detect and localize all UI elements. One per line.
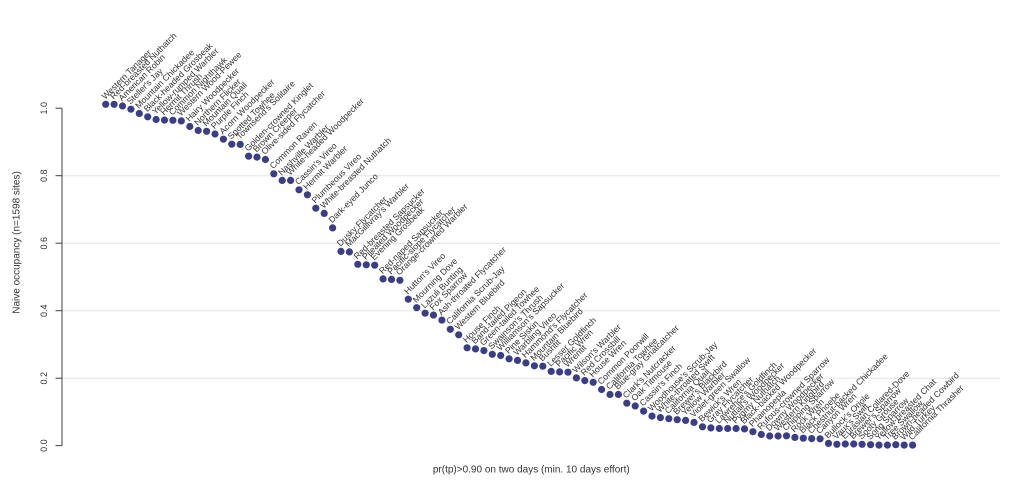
svg-text:Naive occupancy (n=1598 sites): Naive occupancy (n=1598 sites) <box>12 171 23 314</box>
svg-text:0.0: 0.0 <box>39 439 49 452</box>
svg-text:0.2: 0.2 <box>39 372 49 385</box>
svg-text:0.8: 0.8 <box>39 169 49 182</box>
svg-text:pr(tp)>0.90 on two days (min.: pr(tp)>0.90 on two days (min. 10 days ef… <box>433 465 630 476</box>
svg-text:0.6: 0.6 <box>39 237 49 250</box>
svg-text:1.0: 1.0 <box>39 102 49 115</box>
svg-text:0.4: 0.4 <box>39 304 49 317</box>
